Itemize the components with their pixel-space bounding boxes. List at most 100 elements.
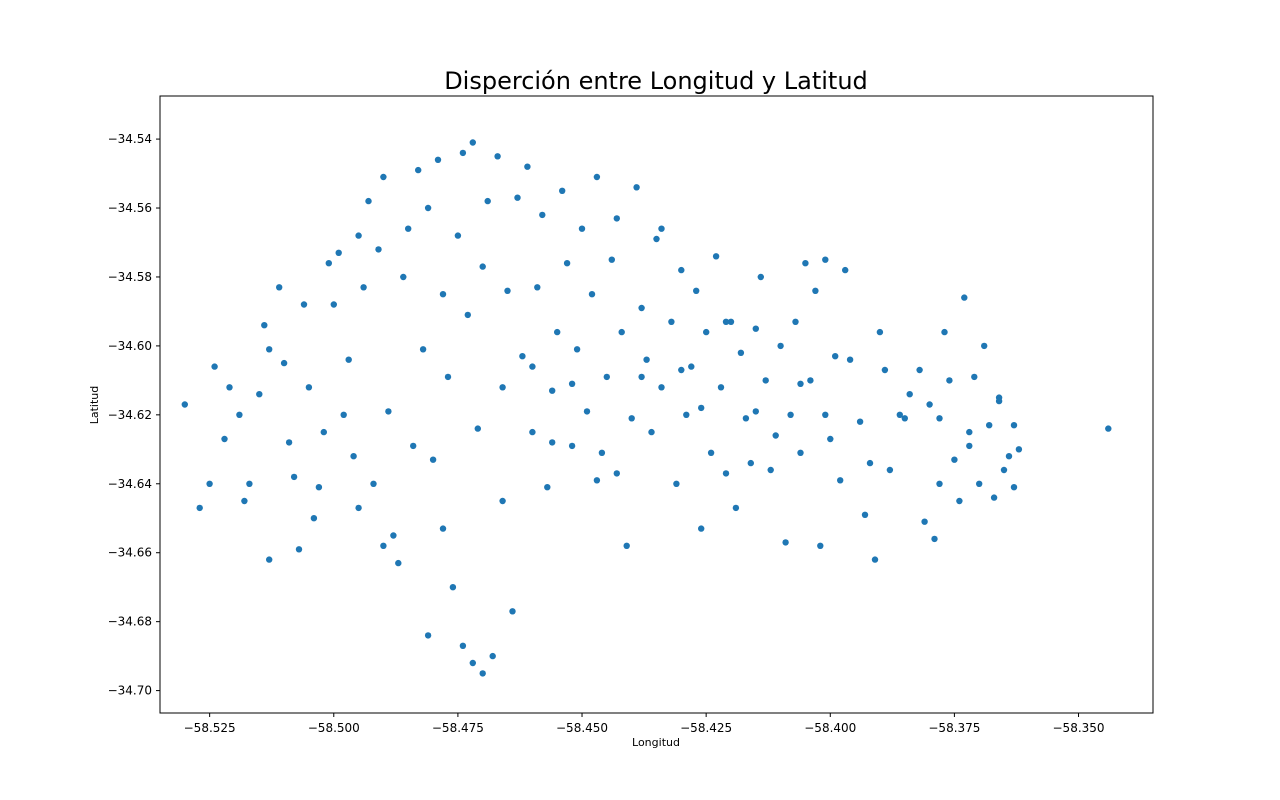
data-point xyxy=(310,515,318,522)
data-point xyxy=(206,480,213,487)
data-point xyxy=(568,442,576,450)
x-axis-ticks: −58.525 −58.500 −58.475 −58.450 −58.425 −58.4… xyxy=(184,713,1105,735)
data-point xyxy=(782,539,789,546)
data-point xyxy=(673,480,680,487)
data-point xyxy=(658,225,665,232)
data-point xyxy=(832,353,839,360)
data-point xyxy=(722,470,730,477)
data-point xyxy=(434,156,442,163)
y-axis-label: Latitud xyxy=(88,386,101,425)
data-point xyxy=(355,232,362,239)
data-point xyxy=(1010,422,1018,429)
data-point xyxy=(931,535,938,543)
data-point xyxy=(861,511,869,518)
data-point xyxy=(906,391,913,398)
data-point xyxy=(802,260,809,267)
x-tick-label: −58.450 xyxy=(556,721,608,735)
data-point xyxy=(539,211,546,219)
data-point xyxy=(211,363,218,370)
data-point xyxy=(792,318,799,325)
data-point xyxy=(951,456,958,463)
data-point xyxy=(544,484,551,491)
x-axis-label: Longitud xyxy=(632,736,680,749)
y-tick-label: −34.70 xyxy=(108,684,152,698)
data-point xyxy=(971,373,978,381)
data-point xyxy=(1010,484,1018,491)
y-tick-label: −34.56 xyxy=(108,201,152,215)
data-point xyxy=(568,380,576,387)
data-point xyxy=(966,428,973,436)
data-point xyxy=(598,449,606,456)
data-point xyxy=(986,422,993,429)
data-point xyxy=(767,466,774,474)
data-point xyxy=(866,459,874,467)
data-point xyxy=(236,411,243,418)
data-point xyxy=(648,428,655,436)
data-point xyxy=(578,225,586,232)
y-tick-label: −34.66 xyxy=(108,546,152,560)
data-point xyxy=(285,439,293,446)
data-point xyxy=(514,194,521,201)
y-tick-label: −34.62 xyxy=(108,408,152,422)
chart-title: Disperción entre Longitud y Latitud xyxy=(444,67,868,95)
x-tick-label: −58.400 xyxy=(804,721,856,735)
data-point xyxy=(618,328,625,336)
data-point xyxy=(737,349,745,356)
data-point xyxy=(325,260,332,267)
data-point xyxy=(797,449,804,456)
y-axis-ticks: −34.54 −34.56 −34.58 −34.60 −34.62 −34.64 −34.… xyxy=(108,132,160,698)
data-point xyxy=(752,325,759,332)
data-point xyxy=(563,260,571,267)
data-point xyxy=(683,411,690,418)
data-point xyxy=(196,504,203,512)
data-point xyxy=(380,173,387,181)
data-point xyxy=(449,584,457,591)
data-point xyxy=(241,497,248,505)
data-point xyxy=(976,480,983,487)
data-point xyxy=(355,504,362,512)
data-point xyxy=(901,415,908,422)
data-point xyxy=(1015,446,1023,453)
x-tick-label: −58.475 xyxy=(432,721,484,735)
data-point xyxy=(370,480,377,487)
x-tick-label: −58.350 xyxy=(1053,721,1105,735)
data-point xyxy=(842,266,849,274)
data-point xyxy=(345,356,352,363)
data-point xyxy=(822,256,829,263)
data-point xyxy=(315,484,323,491)
y-tick-label: −34.54 xyxy=(108,132,152,146)
data-point xyxy=(534,284,541,291)
y-tick-label: −34.68 xyxy=(108,615,152,629)
data-point xyxy=(807,377,814,384)
data-point xyxy=(846,356,854,363)
data-points xyxy=(181,139,1112,677)
data-point xyxy=(712,253,720,260)
data-point xyxy=(405,225,412,232)
data-point xyxy=(499,384,506,391)
data-point xyxy=(385,408,392,415)
data-point xyxy=(320,428,327,436)
data-point xyxy=(181,401,188,408)
data-point xyxy=(603,373,610,381)
data-point xyxy=(439,291,447,298)
data-point xyxy=(529,363,536,370)
data-point xyxy=(424,632,432,639)
data-point xyxy=(926,401,933,408)
data-point xyxy=(459,642,467,649)
data-point xyxy=(593,173,601,181)
data-point xyxy=(504,287,511,294)
data-point xyxy=(588,291,596,298)
data-point xyxy=(990,494,998,501)
data-point xyxy=(494,153,501,160)
data-point xyxy=(365,197,372,205)
data-point xyxy=(549,439,556,446)
data-point xyxy=(822,411,829,418)
data-point xyxy=(703,328,710,336)
data-point xyxy=(454,232,462,239)
data-point xyxy=(613,470,620,477)
data-point xyxy=(752,408,759,415)
data-point xyxy=(643,356,650,363)
data-point xyxy=(226,384,233,391)
data-point xyxy=(395,559,402,567)
